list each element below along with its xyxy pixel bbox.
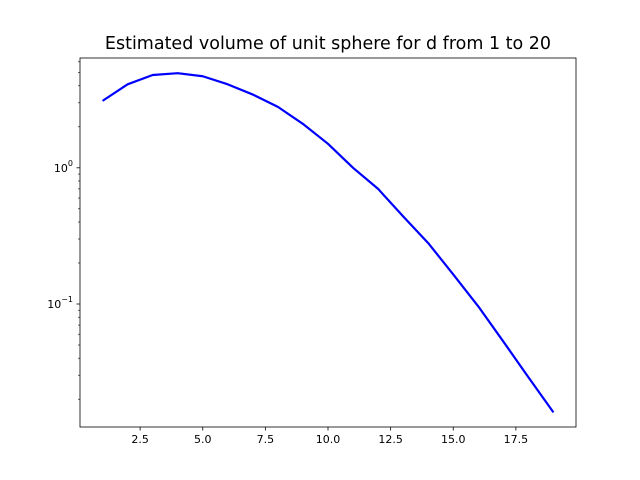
y-tick-label: 100: [54, 159, 73, 175]
x-tick-label: 12.5: [378, 433, 403, 446]
plot-area: 2.5 5.0 7.5 10.0 12.5 15.0 17.5 10−1 100: [47, 57, 577, 446]
x-tick-label: 17.5: [504, 433, 529, 446]
y-tick-label: 10−1: [47, 295, 73, 311]
axes-frame: [79, 57, 577, 428]
x-tick-label: 15.0: [441, 433, 466, 446]
x-tick-label: 7.5: [257, 433, 275, 446]
x-tick-label: 5.0: [194, 433, 212, 446]
series-line-0: [101, 72, 555, 414]
chart-title: Estimated volume of unit sphere for d fr…: [105, 34, 551, 54]
x-tick-label: 10.0: [316, 433, 341, 446]
x-tick-label: 2.5: [131, 433, 149, 446]
